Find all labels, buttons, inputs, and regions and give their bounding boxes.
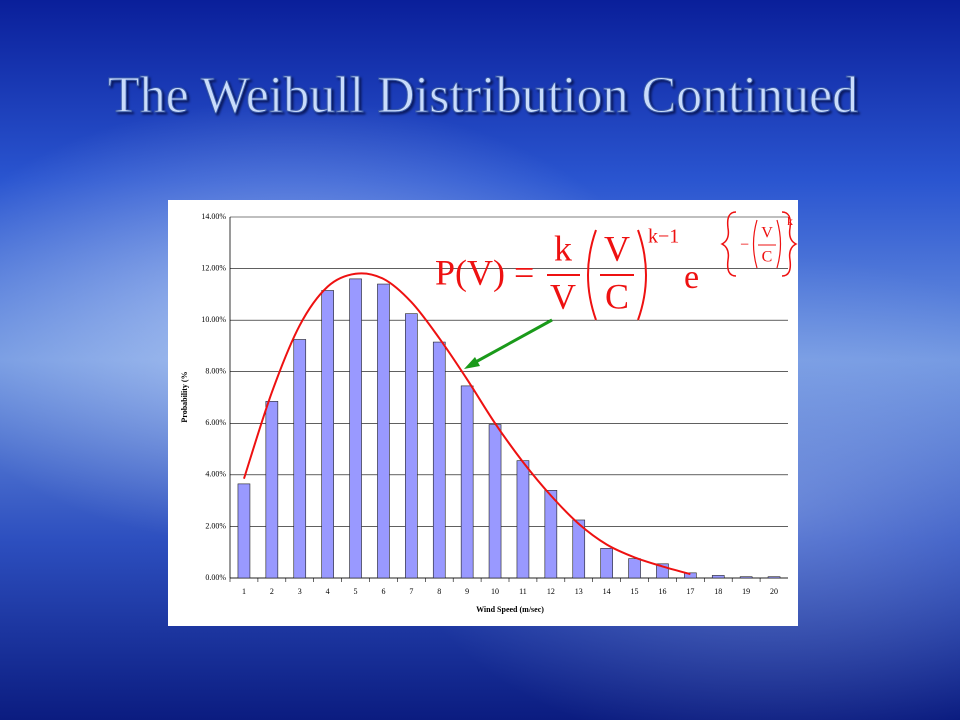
formula-text: V [604,228,630,268]
x-tick-label: 9 [465,587,469,596]
bar [739,576,753,579]
bar [628,558,641,579]
bar [767,576,781,579]
x-tick-label: 15 [631,587,639,596]
x-tick-label: 16 [658,587,666,596]
bar [377,283,390,579]
bar [321,290,334,579]
x-tick-label: 5 [354,587,358,596]
bar [265,401,279,579]
y-tick-label: 6.00% [205,418,226,427]
formula: P(V) = k V V C k−1 e − V C k [435,211,798,321]
x-tick-label: 19 [742,587,750,596]
x-tick-label: 18 [714,587,722,596]
bar [711,575,725,579]
bar [405,313,418,579]
formula-text: k [554,228,572,268]
bar [600,548,613,579]
y-tick-label: 14.00% [201,212,226,221]
x-tick-label: 20 [770,587,778,596]
x-axis-title: Wind Speed (m/sec) [476,605,544,614]
x-tick-label: 8 [437,587,441,596]
formula-text: e [684,259,699,296]
plot: 0.00% 2.00% 4.00% 6.00% 8.00% 10.00% 12.00% 14.… [201,212,788,596]
formula-text: V [761,225,773,242]
bar [293,339,307,579]
bar [572,519,586,579]
x-tick-label: 14 [603,587,611,596]
y-tick-label: 2.00% [205,521,226,530]
formula-text: − [740,237,749,254]
y-tick-label: 12.00% [201,263,226,272]
paren [776,219,782,269]
arrow [471,318,553,366]
paren [587,229,597,321]
bar [488,424,502,579]
arrow-head [464,357,480,369]
bar [516,460,530,579]
brace [720,211,737,277]
formula-text: k−1 [648,226,679,248]
brace [781,211,798,277]
x-tick-label: 11 [519,587,527,596]
y-axis-title: Probability (% [180,371,189,422]
paren [637,229,647,321]
fit-line [242,272,691,576]
paren [752,219,758,269]
y-tick-label: 4.00% [205,470,226,479]
bar [237,483,251,579]
bar [544,490,558,579]
bar [432,341,446,579]
x-tick-label: 12 [547,587,555,596]
y-tick-label: 0.00% [205,573,226,582]
x-tick-label: 6 [381,587,385,596]
formula-text: C [605,276,629,316]
x-tick-label: 13 [575,587,583,596]
y-tick-label: 8.00% [205,367,226,376]
x-tick-label: 4 [326,587,330,596]
slide-title: The Weibull Distribution Continued [108,67,858,124]
x-tick-label: 1 [242,587,246,596]
x-tick-label: 3 [298,587,302,596]
formula-text: V [550,276,576,316]
bar [684,572,697,579]
bar [349,278,362,579]
x-tick-label: 17 [686,587,694,596]
formula-text: C [762,249,773,266]
x-tick-label: 7 [409,587,413,596]
formula-lhs: P(V) = [435,252,534,292]
bar [460,385,474,579]
y-tick-label: 10.00% [201,315,226,324]
x-tick-label: 10 [491,587,499,596]
x-tick-label: 2 [270,587,274,596]
